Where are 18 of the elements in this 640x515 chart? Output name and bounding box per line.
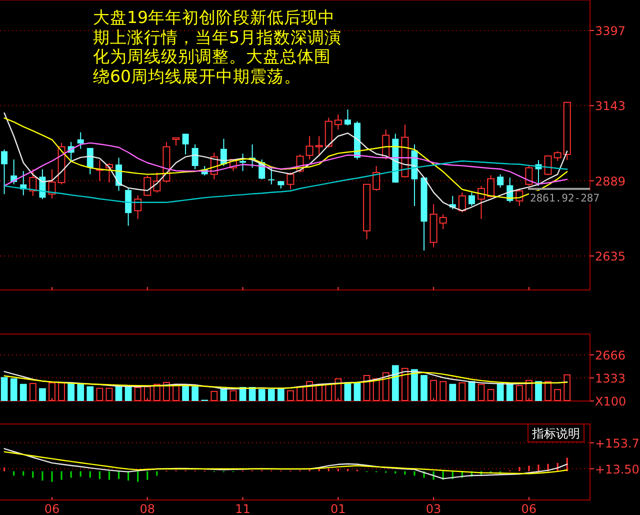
x-tick-label: 01 (330, 502, 346, 515)
x-tick-label: 06 (44, 502, 60, 515)
y-tick-label: 1333 (595, 371, 626, 386)
x-tick-label: 11 (235, 502, 250, 515)
x-tick-label: 08 (140, 502, 156, 515)
y-tick-label: 3143 (595, 99, 626, 114)
y-tick-label: +153.7 (595, 436, 640, 450)
annotation: 指标说明 (531, 426, 580, 440)
y-tick-label: 2635 (595, 249, 626, 264)
x-tick-label: 03 (426, 502, 442, 515)
y-tick-label: X100 (595, 394, 626, 408)
y-tick-label: +13.50 (595, 462, 640, 476)
x-tick-label: 06 (521, 502, 537, 515)
y-tick-label: 2889 (595, 174, 626, 188)
y-tick-label: 2666 (595, 348, 626, 362)
y-tick-label: 3397 (595, 24, 626, 38)
ref-line-label: 2861.92-287 (530, 192, 600, 204)
annotation: 大盘19年年初创阶段新低后现中期上涨行情，当年5月指数深调演化为周线级别调整。大盘总体围绕60周均线展开中期震荡。 (93, 8, 342, 86)
